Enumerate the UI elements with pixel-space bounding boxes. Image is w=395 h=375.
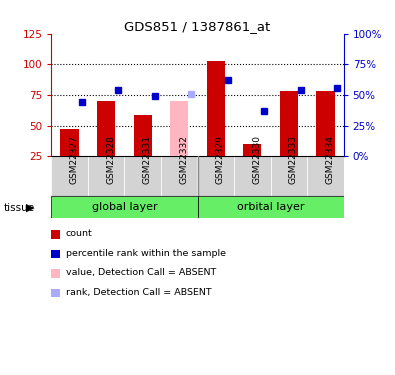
Text: tissue: tissue [4,203,35,213]
Text: GSM22333: GSM22333 [289,135,298,184]
Bar [97,101,115,156]
Text: global layer: global layer [92,202,157,211]
Text: rank, Detection Call = ABSENT: rank, Detection Call = ABSENT [66,288,212,297]
Text: value, Detection Call = ABSENT: value, Detection Call = ABSENT [66,268,216,277]
Text: orbital layer: orbital layer [237,202,304,211]
Text: percentile rank within the sample: percentile rank within the sample [66,249,226,258]
Text: GSM22331: GSM22331 [143,135,152,184]
Bar [60,129,79,156]
Text: GSM22332: GSM22332 [179,135,188,184]
Bar [316,92,335,156]
Bar [51,196,198,217]
Text: count: count [66,229,93,238]
Bar [170,101,188,156]
Title: GDS851 / 1387861_at: GDS851 / 1387861_at [124,20,271,33]
Bar [307,156,344,196]
Text: GSM22330: GSM22330 [252,135,261,184]
Bar [134,115,152,156]
Bar [207,61,225,156]
Bar [234,156,271,196]
Text: ▶: ▶ [26,203,34,213]
Bar [280,92,298,156]
Bar [51,156,88,196]
Text: GSM22329: GSM22329 [216,135,225,184]
Bar [198,196,344,217]
Bar [198,156,234,196]
Bar [124,156,161,196]
Bar [271,156,307,196]
Bar [88,156,124,196]
Text: GSM22327: GSM22327 [70,135,79,184]
Bar [243,144,261,156]
Text: GSM22328: GSM22328 [106,135,115,184]
Text: GSM22334: GSM22334 [325,135,335,184]
Bar [161,156,198,196]
